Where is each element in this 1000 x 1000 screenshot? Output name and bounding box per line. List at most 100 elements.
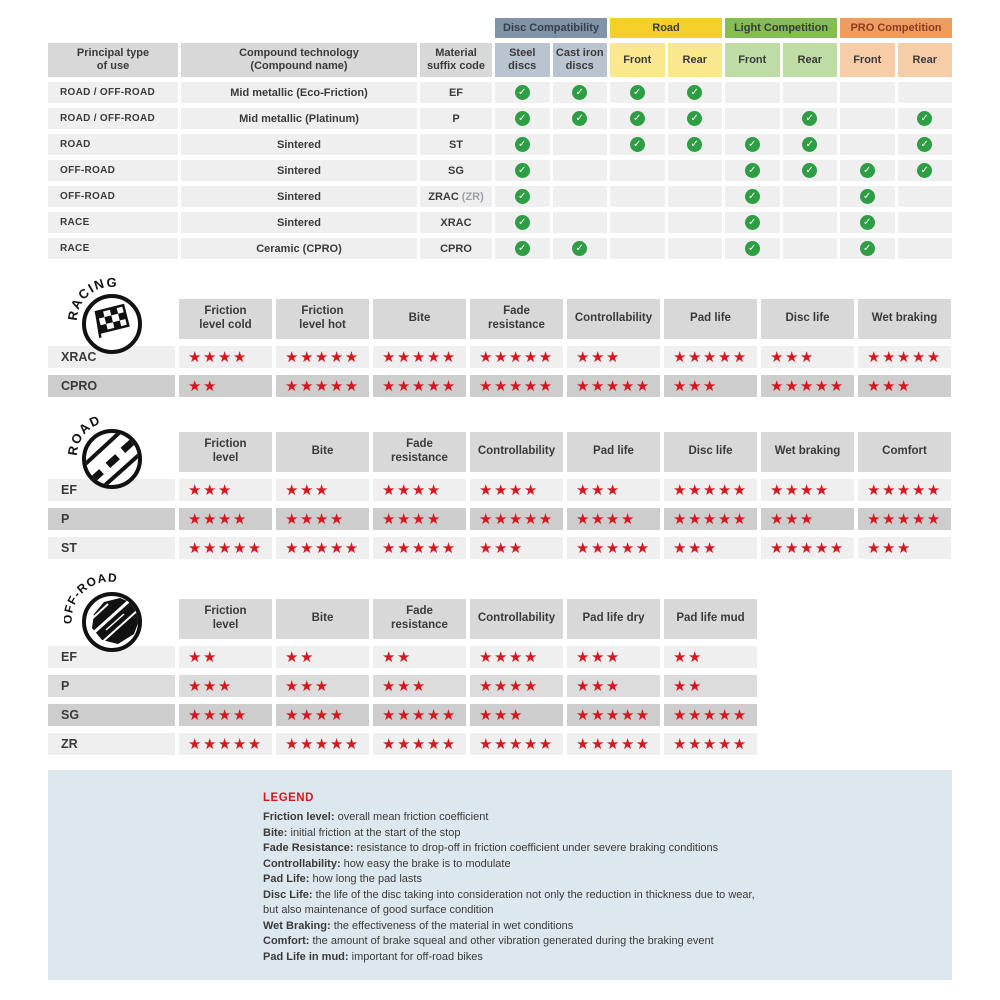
star-rating: ★★★★★ [576, 734, 651, 753]
compat-cell: ✓ [667, 134, 722, 155]
rating-cell: ★★★ [567, 675, 660, 697]
group-header-spacer [48, 18, 492, 38]
compat-cell [725, 108, 780, 129]
compat-cell [552, 160, 607, 181]
legend-line: Disc Life: the life of the disc taking i… [263, 888, 755, 901]
star-rating: ★★★ [867, 376, 912, 395]
rating-cell: ★★ [664, 675, 757, 697]
compat-cell [552, 212, 607, 233]
star-rating: ★★★ [285, 480, 330, 499]
compat-cell [897, 212, 952, 233]
check-icon: ✓ [744, 189, 760, 204]
star-rating: ★★★★★ [576, 538, 651, 557]
rating-cell: ★★★ [761, 346, 854, 368]
star-rating: ★★★★ [285, 509, 345, 528]
rating-cell: ★★★★ [470, 646, 563, 668]
group-header-2: Road [610, 18, 722, 38]
legend-title: LEGEND [263, 792, 314, 804]
suffix-code-cell: ST [420, 134, 492, 155]
star-rating: ★★★★★ [770, 538, 845, 557]
compat-cell [667, 212, 722, 233]
compat-cell: ✓ [897, 108, 952, 129]
compound-label: ZR [48, 733, 175, 755]
compat-cell: ✓ [667, 108, 722, 129]
racing-flag-icon: RACING [65, 275, 142, 354]
legend-term: Controllability: [263, 857, 344, 870]
road-icon: ROAD [65, 412, 142, 489]
compat-cell: ✓ [840, 238, 895, 259]
star-rating: ★★★★★ [285, 347, 360, 366]
rating-cell: ★★★★★ [567, 704, 660, 726]
star-rating: ★★★ [770, 509, 815, 528]
suffix-code-cell: XRAC [420, 212, 492, 233]
rating-cell: ★★★★★ [179, 733, 272, 755]
rating-column-header-6: Disc life [664, 432, 757, 472]
rating-column-header-5: Pad life [567, 432, 660, 472]
rating-cell: ★★★★★ [664, 704, 757, 726]
compound-tech-cell: Mid metallic (Platinum) [181, 108, 417, 129]
legend-line: Pad Life in mud: important for off-road … [263, 950, 483, 963]
compat-cell: ✓ [725, 160, 780, 181]
compat-cell: ✓ [552, 238, 607, 259]
star-rating: ★★★★★ [479, 347, 554, 366]
star-rating: ★★★★★ [770, 376, 845, 395]
compat-cell: ✓ [725, 212, 780, 233]
rating-cell: ★★ [276, 646, 369, 668]
rating-cell: ★★★★★ [373, 375, 466, 397]
check-icon: ✓ [744, 241, 760, 256]
star-rating: ★★★ [576, 480, 621, 499]
rating-column-header-6: Pad life mud [664, 599, 757, 639]
compat-cell: ✓ [725, 134, 780, 155]
rating-cell: ★★★ [761, 508, 854, 530]
compat-cell [840, 108, 895, 129]
legend-line: Pad Life: how long the pad lasts [263, 873, 422, 885]
check-icon: ✓ [802, 111, 818, 126]
offroad-ratings-section: OFF-ROAD FrictionlevelBiteFaderesistance… [48, 571, 952, 755]
legend-term: Disc Life: [263, 888, 316, 901]
rating-column-header-3: Bite [373, 299, 466, 339]
legend-line: Controllability: how easy the brake is t… [263, 857, 511, 870]
compat-cell [897, 238, 952, 259]
compat-cell [667, 186, 722, 207]
rating-cell: ★★★★★ [858, 346, 951, 368]
check-icon: ✓ [859, 189, 875, 204]
star-rating: ★★★★ [285, 705, 345, 724]
compat-cell [725, 82, 780, 103]
compat-cell: ✓ [495, 186, 550, 207]
principal-use-cell: RACE [48, 212, 178, 233]
road-ratings-section: ROAD Friction level Bite Fade resistance Cont… [48, 412, 952, 559]
star-rating: ★★★★ [479, 676, 539, 695]
compat-cell: ✓ [840, 160, 895, 181]
rating-cell: ★★★★★ [373, 733, 466, 755]
principal-use-cell: RACE [48, 238, 178, 259]
suffix-code-cell: P [420, 108, 492, 129]
compat-cell [897, 186, 952, 207]
rating-cell: ★★★★★ [761, 537, 854, 559]
rating-column-header-8: Wet braking [858, 299, 951, 339]
star-rating: ★★★★★ [576, 705, 651, 724]
legend-term: Wet Braking: [263, 919, 334, 932]
group-header-4: PRO Competition [840, 18, 952, 38]
compat-cell [897, 82, 952, 103]
legend-panel: LEGEND Friction level: overall mean fric… [48, 770, 952, 980]
check-icon: ✓ [514, 215, 530, 230]
check-icon: ✓ [859, 241, 875, 256]
legend-line: Fade Resistance: resistance to drop-off … [263, 842, 719, 854]
check-icon: ✓ [744, 137, 760, 152]
star-rating: ★★★★★ [479, 734, 554, 753]
star-rating: ★★★★★ [382, 705, 457, 724]
compound-tech-cell: Sintered [181, 186, 417, 207]
star-rating: ★★★★★ [673, 480, 748, 499]
star-rating: ★★★ [770, 347, 815, 366]
star-rating: ★★★★★ [673, 509, 748, 528]
compound-label: P [48, 508, 175, 530]
check-icon: ✓ [514, 163, 530, 178]
rating-cell: ★★★ [373, 675, 466, 697]
compat-cell: ✓ [840, 212, 895, 233]
rating-column-header-7: Wet braking [761, 432, 854, 472]
compound-label: EF [48, 646, 175, 668]
star-rating: ★★★★★ [382, 734, 457, 753]
compat-cell: ✓ [610, 134, 665, 155]
star-rating: ★★★ [188, 480, 233, 499]
rating-cell: ★★★★ [179, 704, 272, 726]
